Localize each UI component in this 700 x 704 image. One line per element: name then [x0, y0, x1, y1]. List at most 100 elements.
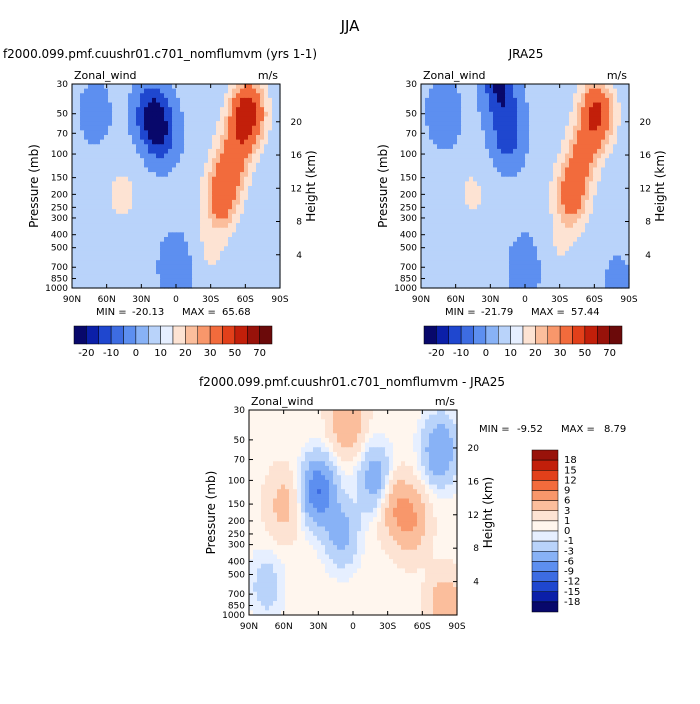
- field-cell: [244, 232, 249, 237]
- field-cell: [609, 112, 614, 117]
- field-cell: [473, 112, 478, 117]
- field-cell: [148, 135, 153, 140]
- field-cell: [437, 415, 442, 420]
- field-cell: [461, 172, 466, 177]
- field-cell: [569, 209, 574, 214]
- field-cell: [156, 242, 161, 247]
- field-cell: [148, 93, 153, 98]
- field-cell: [248, 232, 253, 237]
- field-cell: [88, 256, 93, 261]
- field-cell: [489, 167, 494, 172]
- field-cell: [569, 200, 574, 205]
- field-cell: [457, 251, 462, 256]
- field-cell: [180, 154, 185, 159]
- field-cell: [501, 200, 506, 205]
- field-cell: [116, 140, 121, 145]
- field-cell: [613, 269, 618, 274]
- field-cell: [168, 181, 173, 186]
- field-cell: [248, 218, 253, 223]
- field-cell: [236, 177, 241, 182]
- field-cell: [437, 116, 442, 121]
- field-cell: [597, 251, 602, 256]
- colorbar-label: -10: [453, 348, 469, 359]
- field-cell: [437, 149, 442, 154]
- field-cell: [148, 121, 153, 126]
- field-cell: [457, 89, 462, 94]
- field-cell: [80, 279, 85, 284]
- field-cell: [224, 163, 229, 168]
- field-cell: [585, 195, 590, 200]
- field-cell: [252, 191, 257, 196]
- field-cell: [256, 214, 261, 219]
- field-cell: [421, 84, 426, 89]
- field-cell: [477, 116, 482, 121]
- field-cell: [605, 181, 610, 186]
- field-cell: [80, 167, 85, 172]
- field-cell: [545, 260, 550, 265]
- field-cell: [220, 135, 225, 140]
- field-cell: [152, 274, 157, 279]
- field-cell: [585, 274, 590, 279]
- field-cell: [196, 98, 201, 103]
- field-cell: [72, 163, 77, 168]
- field-cell: [212, 112, 217, 117]
- field-cell: [136, 93, 141, 98]
- field-cell: [521, 112, 526, 117]
- field-cell: [529, 158, 534, 163]
- field-cell: [617, 144, 622, 149]
- field-cell: [244, 191, 249, 196]
- field-cell: [461, 260, 466, 265]
- field-cell: [100, 130, 105, 135]
- field-cell: [573, 200, 578, 205]
- field-cell: [609, 279, 614, 284]
- field-cell: [477, 228, 482, 233]
- field-cell: [565, 232, 570, 237]
- field-cell: [541, 112, 546, 117]
- field-cell: [256, 181, 261, 186]
- field-cell: [168, 265, 173, 270]
- field-cell: [116, 260, 121, 265]
- field-cell: [541, 116, 546, 121]
- field-cell: [509, 107, 514, 112]
- field-cell: [521, 256, 526, 261]
- field-cell: [445, 274, 450, 279]
- field-cell: [449, 140, 454, 145]
- field-cell: [256, 246, 261, 251]
- field-cell: [585, 191, 590, 196]
- field-cell: [96, 121, 101, 126]
- field-cell: [116, 149, 121, 154]
- y-tick-label: 100: [400, 150, 417, 160]
- field-cell: [545, 116, 550, 121]
- field-cell: [120, 251, 125, 256]
- field-cell: [108, 232, 113, 237]
- field-cell: [317, 424, 322, 429]
- field-cell: [469, 149, 474, 154]
- field-cell: [425, 121, 430, 126]
- field-cell: [264, 209, 269, 214]
- field-cell: [116, 130, 121, 135]
- field-cell: [152, 260, 157, 265]
- field-cell: [573, 130, 578, 135]
- field-cell: [204, 144, 209, 149]
- field-cell: [228, 218, 233, 223]
- field-cell: [505, 107, 510, 112]
- field-cell: [80, 209, 85, 214]
- field-cell: [481, 84, 486, 89]
- field-cell: [589, 140, 594, 145]
- field-cell: [581, 265, 586, 270]
- field-cell: [204, 177, 209, 182]
- field-cell: [92, 89, 97, 94]
- field-cell: [240, 265, 245, 270]
- field-cell: [477, 107, 482, 112]
- field-cell: [244, 172, 249, 177]
- field-cell: [589, 214, 594, 219]
- field-cell: [445, 218, 450, 223]
- field-cell: [96, 126, 101, 131]
- field-cell: [541, 177, 546, 182]
- field-cell: [505, 144, 510, 149]
- field-cell: [96, 158, 101, 163]
- field-cell: [585, 149, 590, 154]
- field-cell: [224, 84, 229, 89]
- field-cell: [445, 265, 450, 270]
- field-cell: [593, 209, 598, 214]
